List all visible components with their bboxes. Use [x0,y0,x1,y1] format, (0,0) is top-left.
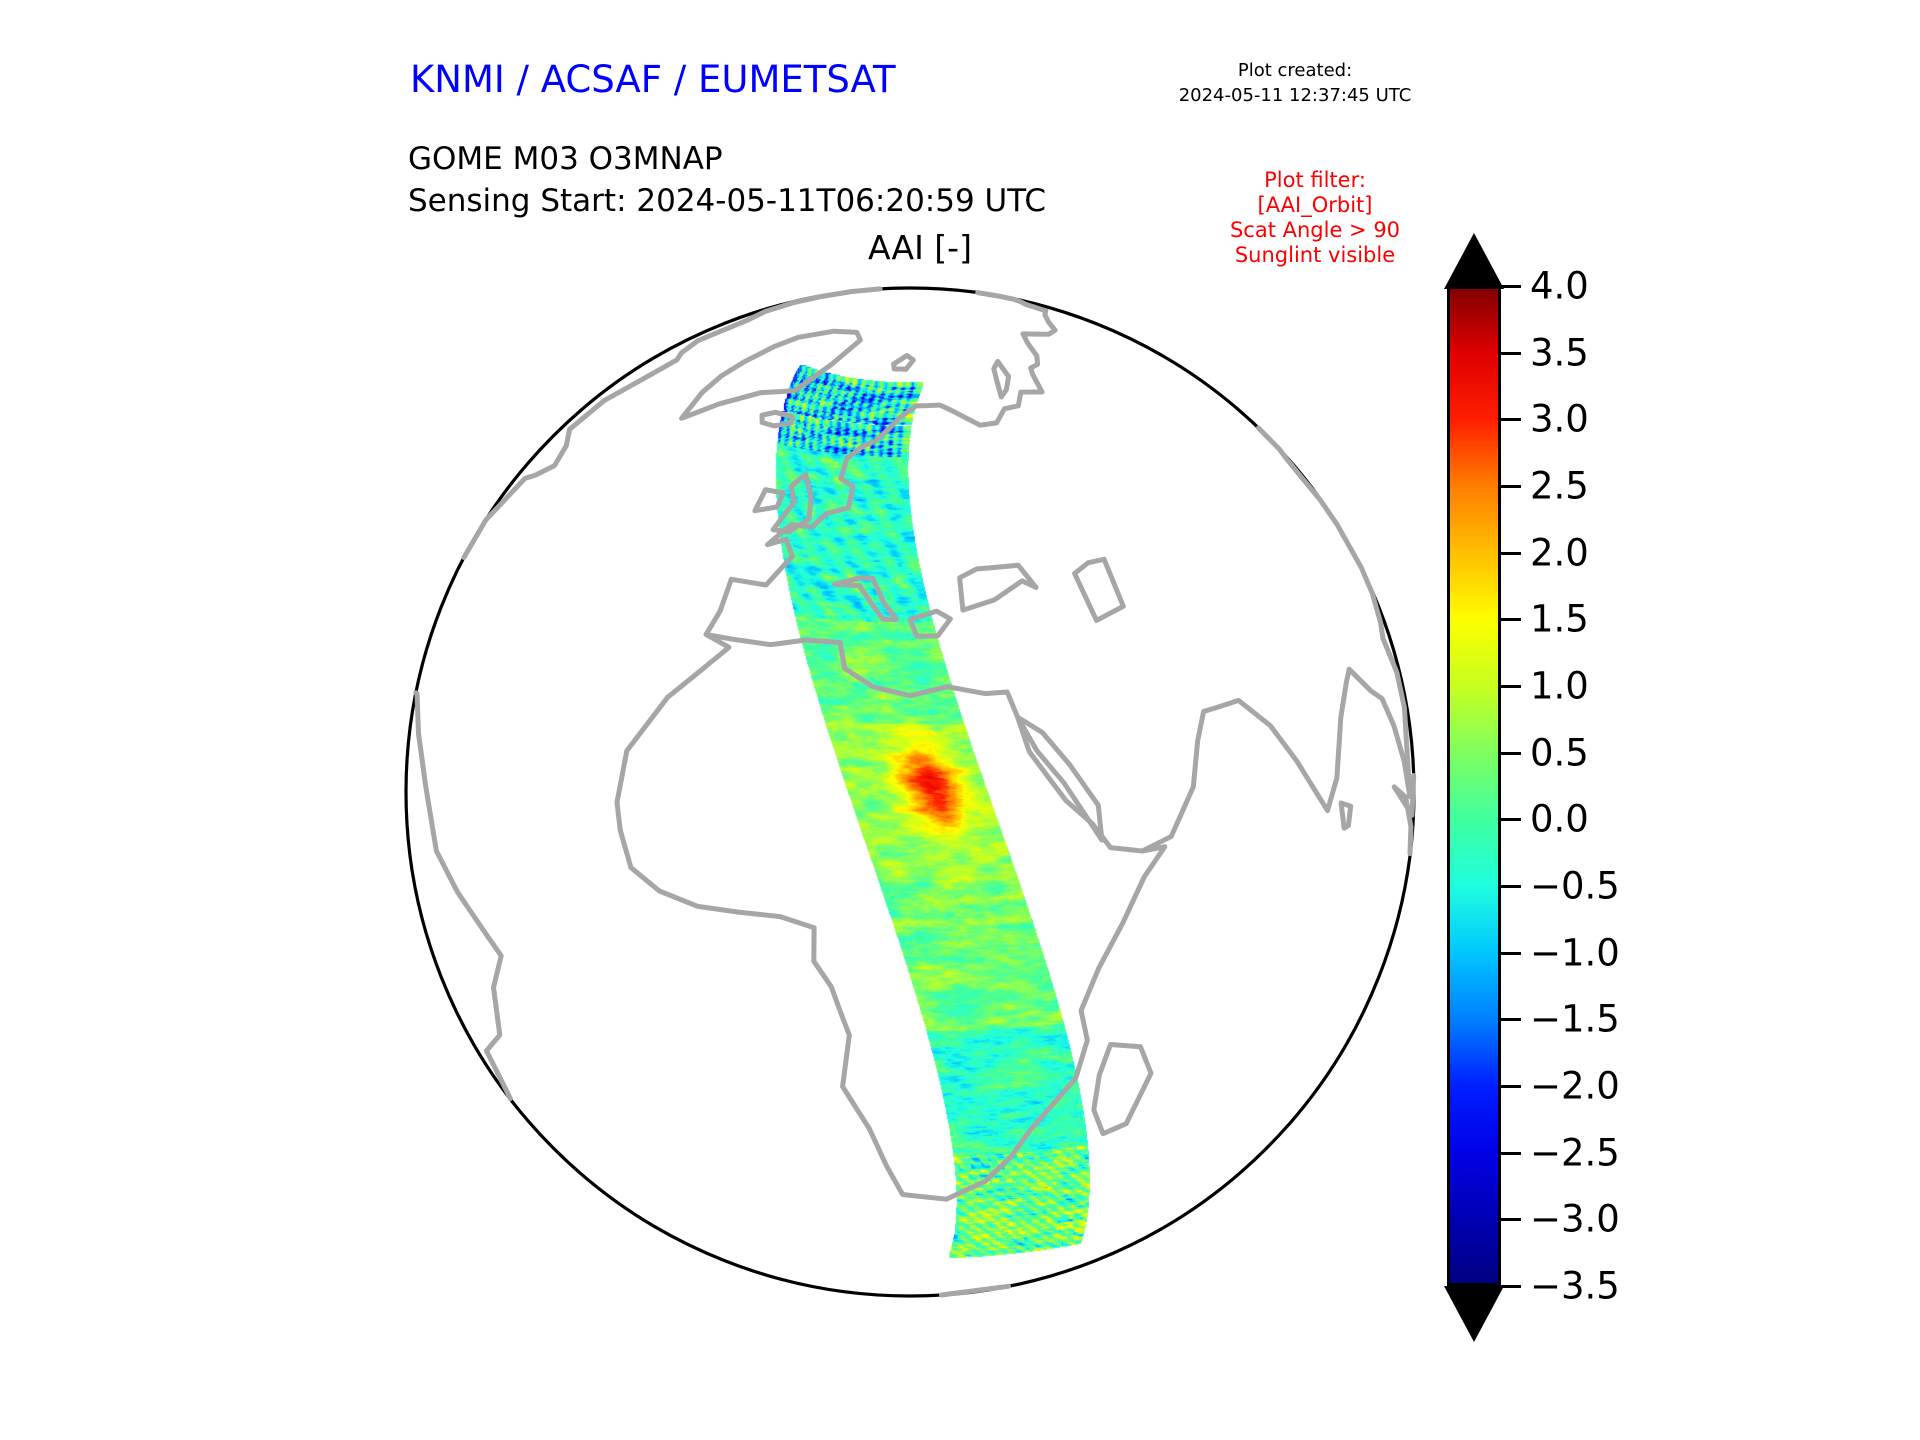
page-title-organisation: KNMI / ACSAF / EUMETSAT [410,58,896,101]
colorbar-tick-label: −2.5 [1530,1131,1620,1175]
colorbar-tick-label: −1.0 [1530,931,1620,975]
colorbar-tick-label: −2.0 [1530,1064,1620,1108]
colorbar-tick-label: −3.5 [1530,1264,1620,1308]
colorbar-tick [1501,551,1521,555]
colorbar-tick [1501,818,1521,822]
product-metadata: GOME M03 O3MNAP Sensing Start: 2024-05-1… [408,138,1046,222]
coastline-path [1072,556,1126,623]
coastline-layer [404,286,1417,1298]
colorbar-tick [1501,618,1521,622]
colorbar-tick [1501,285,1521,288]
coastline-path [957,562,1039,613]
colorbar-tick-label: 0.0 [1530,797,1589,841]
colorbar-tick [1501,1151,1521,1155]
plot-filter-line-2: Scat Angle > 90 [1229,218,1401,242]
coastline-path [938,1283,1011,1298]
colorbar-tick-label: 3.0 [1530,397,1589,441]
colorbar-tick-label: −3.0 [1530,1197,1620,1241]
colorbar-over-arrow-outline [1444,233,1504,289]
coastline-path [614,631,732,805]
plot-created-label: Plot created: [1237,60,1353,81]
plot-created-value: 2024-05-11 12:37:45 UTC [1178,85,1412,106]
product-name: GOME M03 O3MNAP [408,141,723,177]
colorbar-tick [1501,485,1521,488]
coastline-path [891,353,916,372]
colorbar-tick [1501,1085,1521,1088]
colorbar-tick-label: 1.5 [1530,597,1589,641]
plot-filter-line-3: Sunglint visible [1234,243,1396,267]
colorbar-tick [1501,418,1521,422]
coastline-path [614,799,1168,1202]
coastline-path [679,328,863,421]
colorbar-tick [1501,1018,1521,1022]
colorbar-tick [1501,1218,1521,1222]
colorbar-gradient [1447,286,1501,1286]
colorbar-tick-label: 1.0 [1530,664,1589,708]
globe-outline [404,286,1416,1298]
colorbar-tick-label: 2.5 [1530,464,1589,508]
colorbar-tick-label: 0.5 [1530,731,1589,775]
coastline-path [703,290,1058,637]
coastline-path [1391,773,1417,856]
colorbar-canvas [1447,286,1501,1286]
coastline-path [907,608,953,639]
coastline-path [1091,1042,1154,1137]
colorbar-tick-label: 3.5 [1530,331,1589,375]
colorbar-under-arrow-outline [1444,1286,1504,1342]
plot-filter-label: Plot filter: [1264,168,1366,192]
colorbar-tick [1501,1285,1521,1288]
coastline-path [991,358,1012,400]
coastline-path [1015,714,1105,843]
colorbar-tick-label: 2.0 [1530,531,1589,575]
coastline-path [752,487,786,514]
coastline-path [461,286,883,560]
coastline-path [832,575,899,622]
colorbar-tick [1501,951,1521,955]
colorbar-tick [1501,685,1521,688]
plot-filter-block: Plot filter: [AAI_Orbit] Scat Angle > 90… [1180,168,1450,268]
colorbar-tick [1501,885,1521,888]
chart-title: AAI [-] [868,228,972,267]
colorbar-tick [1501,751,1521,755]
plot-filter-line-1: [AAI_Orbit] [1257,193,1373,217]
plot-created-block: Plot created: 2024-05-11 12:37:45 UTC [1145,58,1445,108]
coastline-path [759,409,795,429]
coastline-path [770,471,814,535]
orthographic-globe-map [400,282,1420,1302]
coastline-path [1338,800,1354,831]
coastline-path [413,690,513,1102]
aai-swath-data-layer [400,282,1420,1302]
colorbar-tick-label: 4.0 [1530,264,1589,308]
colorbar-tick-label: −0.5 [1530,864,1620,908]
sensing-start: Sensing Start: 2024-05-11T06:20:59 UTC [408,183,1046,219]
colorbar-tick [1501,351,1521,355]
colorbar-tick-label: −1.5 [1530,997,1620,1041]
